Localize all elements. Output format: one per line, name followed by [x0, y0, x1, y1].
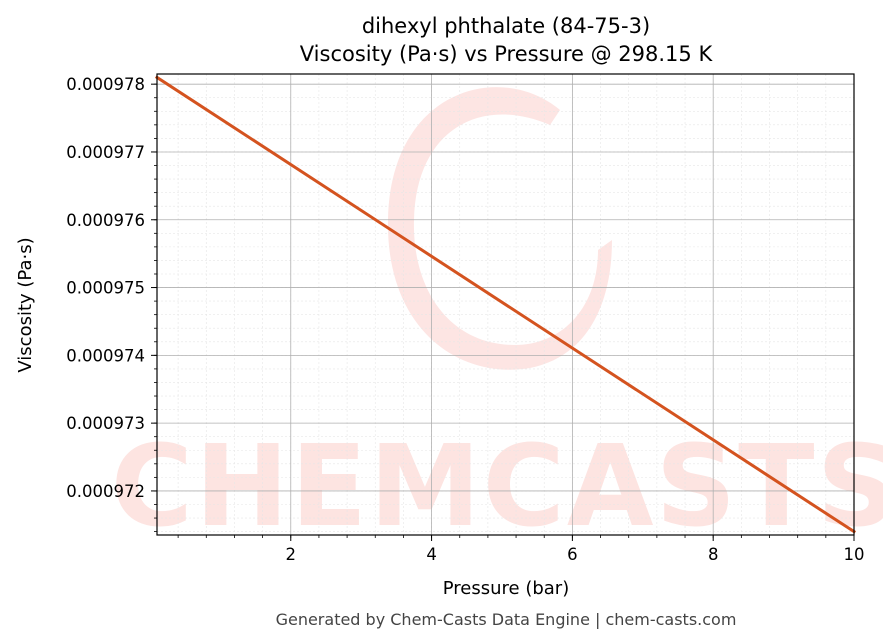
x-axis: 2 4 6 8 10 [177, 535, 865, 564]
y-tick-label: 0.000975 [66, 279, 145, 298]
x-tick-label: 10 [844, 545, 865, 564]
x-tick-label: 6 [567, 545, 578, 564]
y-tick-label: 0.000972 [66, 482, 145, 501]
major-grid [157, 74, 855, 535]
series-layer [154, 75, 857, 534]
watermark-text: CHEMCASTS [111, 422, 883, 552]
x-axis-label: Pressure (bar) [443, 578, 569, 599]
y-tick-label: 0.000977 [66, 143, 145, 162]
y-tick-label: 0.000978 [66, 75, 145, 94]
chemcasts-watermark: CHEMCASTS [111, 87, 883, 552]
watermark-swirl-logo [387, 87, 612, 370]
y-axis-label: Viscosity (Pa·s) [15, 237, 36, 372]
plot-frame [156, 73, 855, 536]
y-tick-label: 0.000976 [66, 211, 145, 230]
x-tick-label: 2 [286, 545, 297, 564]
viscosity-series-line [154, 75, 857, 534]
chart-subtitle: Viscosity (Pa·s) vs Pressure @ 298.15 K [300, 42, 714, 66]
x-tick-label: 8 [708, 545, 719, 564]
y-tick-label: 0.000973 [66, 414, 145, 433]
footer-credit: Generated by Chem-Casts Data Engine | ch… [276, 610, 737, 629]
y-tick-label: 0.000974 [66, 346, 145, 365]
x-tick-label: 4 [426, 545, 437, 564]
y-axis: 0.000972 0.000973 0.000974 0.000975 0.000976… [66, 75, 157, 533]
chart-title: dihexyl phthalate (84-75-3) [362, 14, 650, 38]
